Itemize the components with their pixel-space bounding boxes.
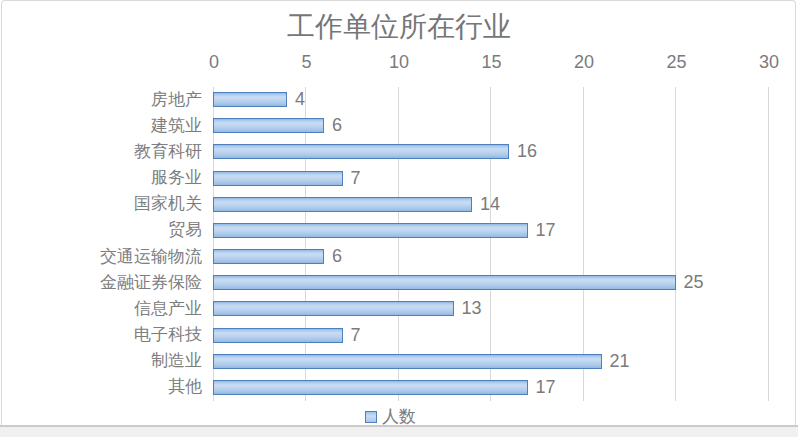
x-axis-tick-label: 5: [277, 52, 337, 73]
value-label: 13: [462, 301, 482, 315]
x-axis-tick-label: 20: [554, 52, 614, 73]
category-label: 建筑业: [0, 113, 202, 139]
legend-swatch-icon: [365, 411, 377, 423]
category-label: 国家机关: [0, 191, 202, 217]
bar: [213, 171, 343, 186]
category-label: 制造业: [0, 348, 202, 374]
bar: [213, 118, 324, 133]
value-label: 17: [536, 223, 556, 237]
chart-title: 工作单位所在行业: [0, 8, 798, 46]
bar: [213, 144, 509, 159]
bar: [213, 197, 472, 212]
x-axis-tick-label: 30: [739, 52, 798, 73]
value-label: 7: [351, 328, 361, 342]
bar: [213, 223, 528, 238]
x-axis-tick-label: 0: [184, 52, 244, 73]
x-axis-tick-label: 15: [462, 52, 522, 73]
gridline: [675, 87, 676, 401]
value-label: 16: [517, 144, 537, 158]
value-label: 21: [610, 354, 630, 368]
bar: [213, 380, 528, 395]
value-label: 4: [295, 92, 305, 106]
value-label: 25: [684, 275, 704, 289]
value-label: 17: [536, 380, 556, 394]
bottom-strip: [0, 425, 798, 437]
value-label: 14: [480, 197, 500, 211]
value-label: 6: [332, 118, 342, 132]
bar: [213, 249, 324, 264]
gridline: [768, 87, 769, 401]
category-label: 其他: [0, 374, 202, 400]
x-axis-tick-label: 10: [369, 52, 429, 73]
industry-bar-chart: 工作单位所在行业 0 5 10 15 20 25 30 房地产 4 建筑业 6 教育科研 16 服务业 7 国…: [0, 0, 798, 437]
bar: [213, 354, 602, 369]
value-label: 6: [332, 249, 342, 263]
x-axis-tick-label: 25: [647, 52, 707, 73]
bar: [213, 328, 343, 343]
category-label: 金融证券保险: [0, 270, 202, 296]
bar: [213, 301, 454, 316]
category-label: 房地产: [0, 87, 202, 113]
bar: [213, 92, 287, 107]
category-label: 交通运输物流: [0, 244, 202, 270]
category-label: 服务业: [0, 165, 202, 191]
category-label: 电子科技: [0, 322, 202, 348]
category-label: 贸易: [0, 217, 202, 243]
bar: [213, 275, 676, 290]
category-label: 信息产业: [0, 296, 202, 322]
category-label: 教育科研: [0, 139, 202, 165]
value-label: 7: [351, 171, 361, 185]
